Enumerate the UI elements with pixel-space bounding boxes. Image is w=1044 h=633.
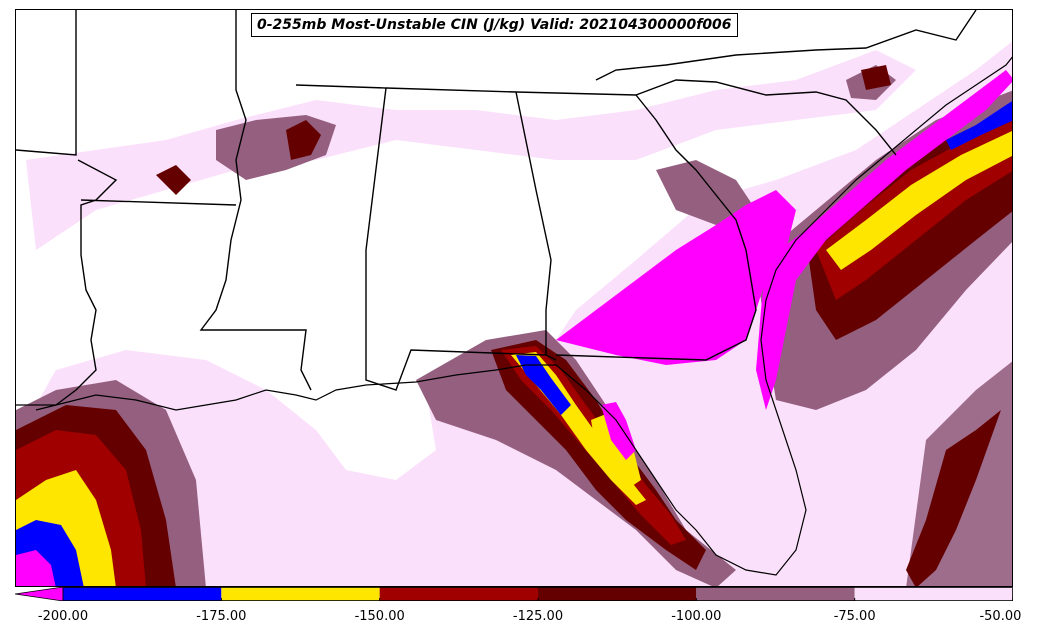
colorbar-bin-4: [696, 587, 855, 601]
map-panel: [15, 9, 1013, 587]
colorbar-tick-label: -200.00: [37, 609, 89, 624]
colorbar-bin-1: [221, 587, 380, 601]
colorbar-extend-min: [15, 587, 64, 601]
map-title: 0-255mb Most-Unstable CIN (J/kg) Valid: …: [251, 13, 738, 37]
colorbar-tick-label: -175.00: [196, 609, 247, 624]
colorbar-bin-5: [854, 587, 1013, 601]
cin-fill-magenta: [16, 70, 1012, 586]
colorbar-bin-0: [63, 587, 222, 601]
colorbar-tick-label: -75.00: [833, 609, 876, 624]
colorbar-bin-3: [538, 587, 697, 601]
colorbar-tick-label: -100.00: [671, 609, 722, 624]
colorbar-tick-label: -150.00: [354, 609, 405, 624]
colorbar-bin-2: [379, 587, 538, 601]
cin-map: [16, 10, 1012, 586]
colorbar-tick-label: -50.00: [979, 609, 1022, 624]
colorbar: [15, 587, 1013, 601]
colorbar-tick-label: -125.00: [512, 609, 564, 624]
state-boundaries: [16, 10, 977, 411]
coastline: [16, 56, 1012, 576]
